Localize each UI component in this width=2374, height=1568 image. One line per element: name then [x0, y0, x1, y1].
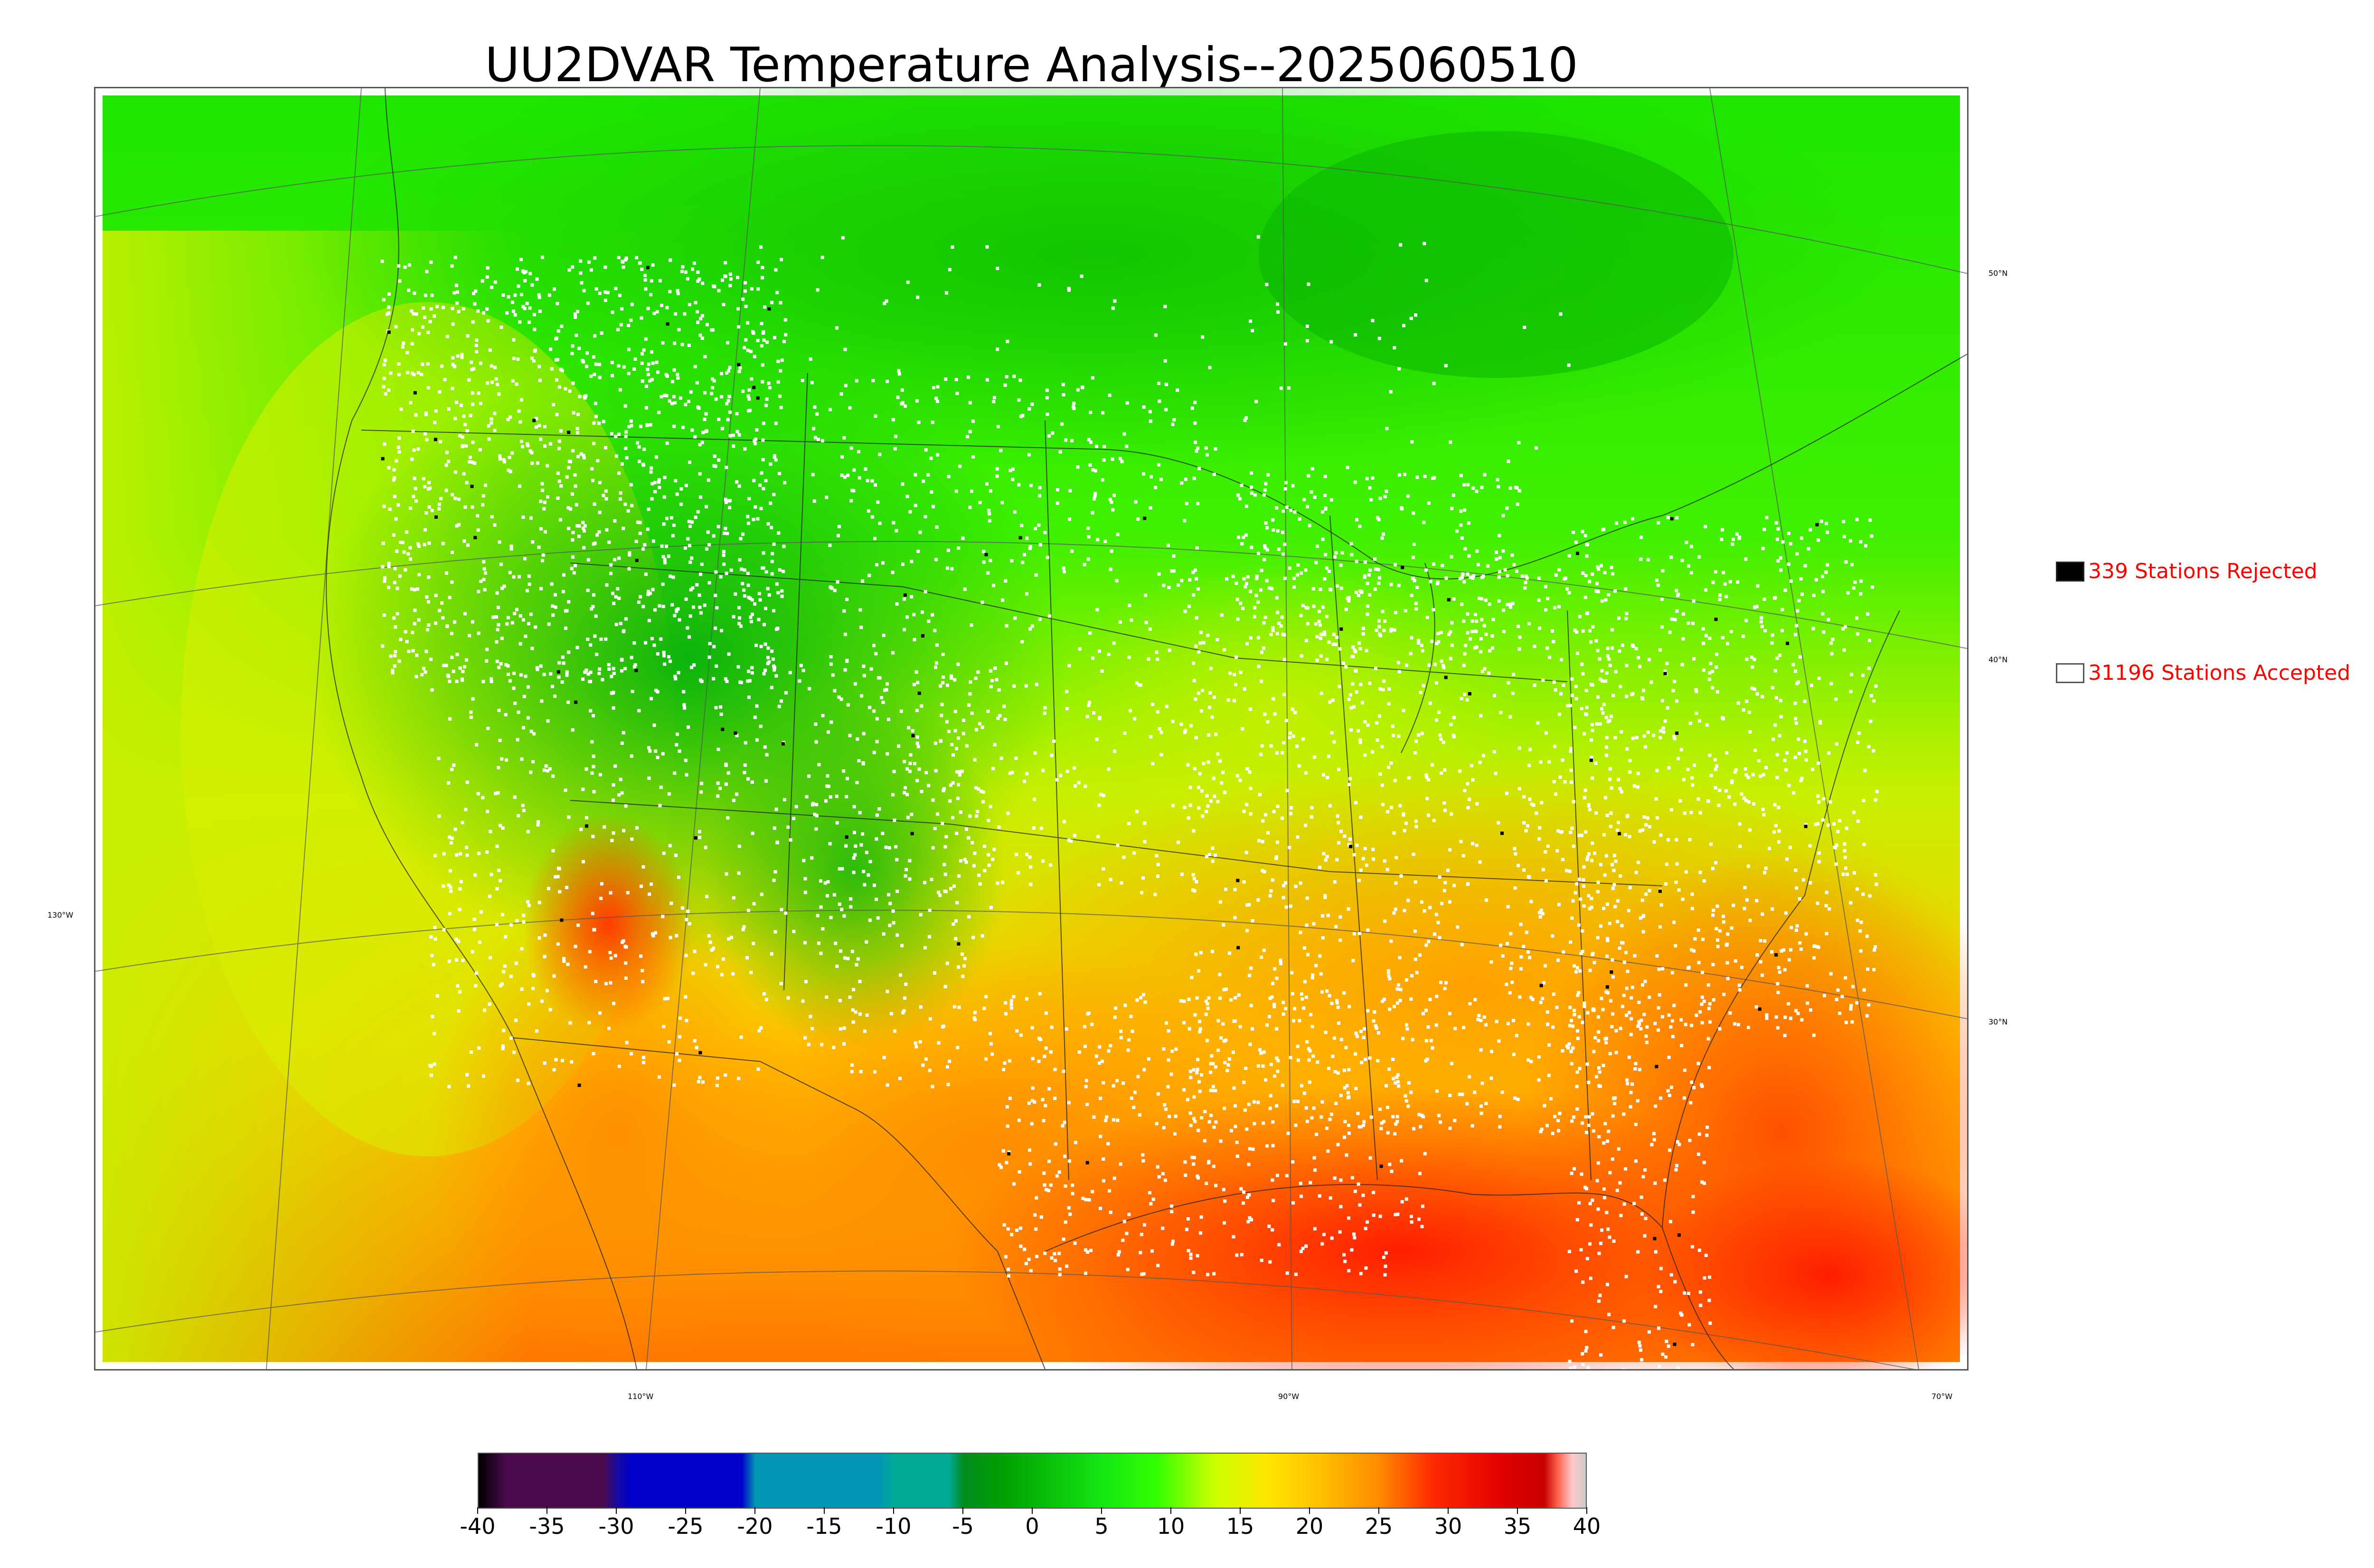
colorbar-tick-label: 10: [1157, 1513, 1185, 1539]
longitude-label-110w: 110°W: [628, 1392, 654, 1401]
colorbar-tick-label: -35: [529, 1513, 565, 1539]
map-panel: [94, 87, 1969, 1371]
colorbar-tick: [962, 1507, 963, 1514]
colorbar-tick-label: -25: [668, 1513, 704, 1539]
colorbar-tick: [546, 1507, 547, 1514]
colorbar-tick-label: -5: [952, 1513, 974, 1539]
rejected-swatch: [2056, 561, 2084, 582]
longitude-label-90w: 90°W: [1278, 1392, 1300, 1401]
colorbar-tick: [685, 1507, 686, 1514]
graticule: [95, 88, 1967, 1369]
colorbar-tick-label: -15: [806, 1513, 842, 1539]
map-title: UU2DVAR Temperature Analysis--2025060510: [485, 37, 1578, 93]
boundaries: [326, 88, 1967, 1369]
colorbar-tick-label: 0: [1025, 1513, 1039, 1539]
latitude-label-30n: 30°N: [1988, 1017, 2008, 1026]
temperature-field: [103, 88, 1967, 1369]
colorbar-tick: [1101, 1507, 1102, 1514]
colorbar-tick: [1517, 1507, 1518, 1514]
colorbar-tick: [616, 1507, 617, 1514]
colorbar-tick: [824, 1507, 825, 1514]
accepted-station-markers: [380, 235, 1879, 1369]
colorbar-tick: [1309, 1507, 1310, 1514]
colorbar-tick-label: -30: [598, 1513, 634, 1539]
temperature-colorbar: [478, 1453, 1587, 1509]
rejected-label: 339 Stations Rejected: [2088, 559, 2317, 583]
colorbar-tick: [1586, 1507, 1587, 1514]
latitude-label-40n: 40°N: [1988, 655, 2008, 664]
legend-rejected: 339 Stations Rejected: [2056, 559, 2317, 583]
colorbar-tick-label: -40: [460, 1513, 496, 1539]
accepted-label: 31196 Stations Accepted: [2088, 661, 2351, 685]
colorbar-tick: [1240, 1507, 1241, 1514]
colorbar-tick-label: 5: [1094, 1513, 1109, 1539]
colorbar-tick-label: 15: [1226, 1513, 1254, 1539]
colorbar-tick: [893, 1507, 894, 1514]
colorbar-tick-label: 40: [1573, 1513, 1601, 1539]
colorbar-tick-label: 35: [1503, 1513, 1532, 1539]
temperature-analysis-map: [95, 88, 1967, 1369]
colorbar-tick: [1378, 1507, 1379, 1514]
colorbar-tick: [477, 1507, 478, 1514]
colorbar-tick-label: -10: [876, 1513, 912, 1539]
colorbar-tick: [1170, 1507, 1171, 1514]
colorbar-tick-label: 25: [1365, 1513, 1393, 1539]
accepted-swatch: [2056, 663, 2084, 683]
colorbar-tick: [1448, 1507, 1449, 1514]
longitude-label-130w: 130°W: [47, 911, 74, 920]
colorbar-tick-label: 20: [1295, 1513, 1324, 1539]
accepted-stations-layer: [380, 235, 1879, 1369]
legend-accepted: 31196 Stations Accepted: [2056, 661, 2350, 685]
longitude-label-70w: 70°W: [1931, 1392, 1953, 1401]
colorbar-tick: [754, 1507, 755, 1514]
colorbar-tick: [1032, 1507, 1033, 1514]
colorbar-tick-label: 30: [1434, 1513, 1462, 1539]
colorbar-tick-label: -20: [737, 1513, 773, 1539]
latitude-label-50n: 50°N: [1988, 269, 2008, 278]
